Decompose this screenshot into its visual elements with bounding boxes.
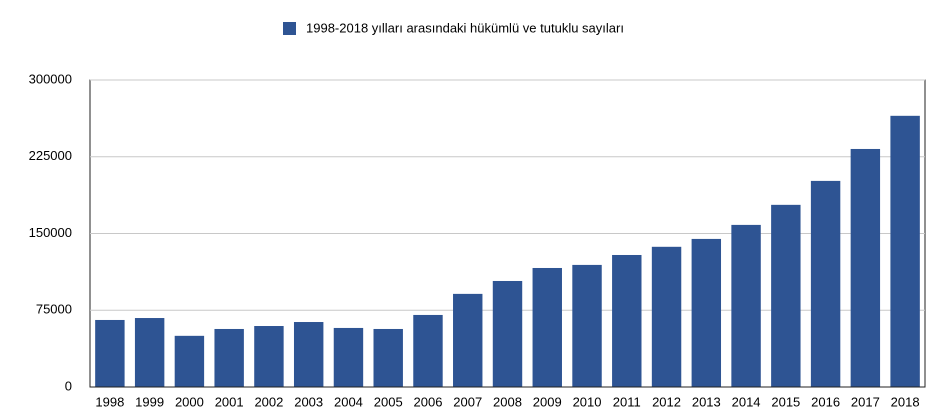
y-tick-label: 150000 [29, 225, 72, 240]
x-tick-label: 2004 [334, 394, 363, 409]
x-tick-label: 2007 [453, 394, 482, 409]
x-tick-label: 2006 [414, 394, 443, 409]
x-tick-label: 2002 [254, 394, 283, 409]
x-tick-label: 2008 [493, 394, 522, 409]
x-tick-label: 2018 [891, 394, 920, 409]
y-tick-label: 225000 [29, 148, 72, 163]
x-tick-label: 2009 [533, 394, 562, 409]
x-tick-label: 1999 [135, 394, 164, 409]
bar [691, 238, 722, 387]
bar [850, 148, 881, 387]
bar [174, 335, 205, 387]
y-tick-label: 75000 [36, 302, 72, 317]
bar [254, 326, 284, 387]
bar [413, 314, 443, 387]
bar [333, 327, 364, 387]
x-tick-label: 2001 [215, 394, 244, 409]
bar [651, 246, 682, 387]
bar [731, 224, 761, 387]
x-tick-label: 2011 [613, 394, 641, 409]
bar [95, 319, 125, 387]
x-tick-label: 2000 [175, 394, 204, 409]
y-tick-label: 300000 [29, 71, 72, 86]
x-tick-label: 2012 [652, 394, 681, 409]
bar [532, 267, 562, 387]
x-tick-label: 2015 [771, 394, 800, 409]
x-tick-label: 1998 [95, 394, 124, 409]
x-tick-label: 2013 [692, 394, 721, 409]
bar [453, 293, 483, 387]
bar [810, 180, 841, 387]
y-tick-label: 0 [65, 378, 72, 393]
bar [373, 328, 403, 387]
x-tick-label: 2010 [573, 394, 602, 409]
x-tick-label: 2016 [811, 394, 840, 409]
x-tick-label: 2005 [374, 394, 403, 409]
bar [293, 322, 324, 387]
legend-label: 1998-2018 yılları arasındaki hükümlü ve … [306, 20, 624, 35]
x-tick-label: 2017 [851, 394, 880, 409]
x-tick-label: 2014 [732, 394, 761, 409]
bar [771, 204, 801, 387]
bar [492, 280, 523, 387]
bar [572, 264, 602, 387]
bar [612, 254, 642, 387]
bar [890, 115, 920, 388]
x-tick-label: 2003 [294, 394, 323, 409]
bar [134, 318, 165, 387]
bar [214, 328, 244, 387]
legend-swatch [283, 22, 296, 35]
